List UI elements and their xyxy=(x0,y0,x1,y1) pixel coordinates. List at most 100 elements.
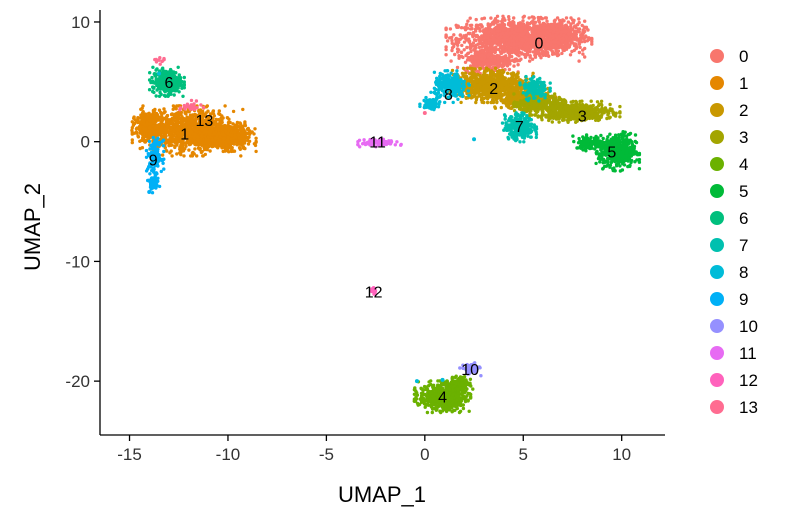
data-point xyxy=(186,117,191,121)
data-point xyxy=(444,47,448,52)
data-point xyxy=(499,32,504,36)
data-point xyxy=(481,37,485,42)
data-point xyxy=(536,18,541,23)
data-point xyxy=(483,46,487,50)
data-point xyxy=(532,16,536,20)
data-point xyxy=(452,33,456,37)
data-point xyxy=(500,74,504,78)
data-point xyxy=(496,23,500,27)
data-point xyxy=(486,23,490,27)
data-point xyxy=(467,37,471,41)
data-point xyxy=(511,71,516,76)
data-point xyxy=(484,83,488,88)
points-layer xyxy=(130,14,642,415)
data-point xyxy=(455,47,460,51)
data-point xyxy=(476,83,481,87)
data-point xyxy=(496,19,500,23)
data-point xyxy=(462,40,467,44)
data-point xyxy=(167,131,171,135)
data-point xyxy=(572,48,576,53)
data-point xyxy=(554,33,558,38)
data-point xyxy=(523,55,528,59)
data-point xyxy=(181,143,185,148)
data-point xyxy=(524,45,529,49)
data-point xyxy=(539,23,543,27)
data-point xyxy=(164,141,169,145)
data-point xyxy=(136,135,141,139)
data-point xyxy=(173,132,177,136)
data-point xyxy=(523,52,527,57)
data-point xyxy=(579,40,584,44)
data-point xyxy=(468,66,472,71)
data-point xyxy=(473,48,477,53)
data-point xyxy=(221,149,225,154)
data-point xyxy=(450,48,454,53)
data-point xyxy=(171,107,175,112)
data-point xyxy=(579,37,583,41)
data-point xyxy=(140,106,144,111)
data-point xyxy=(483,34,487,38)
data-point xyxy=(164,122,168,126)
data-point xyxy=(469,77,473,81)
data-point xyxy=(465,45,469,50)
data-point xyxy=(175,104,179,108)
data-point xyxy=(183,117,187,122)
data-point xyxy=(178,151,182,155)
data-point xyxy=(512,64,516,68)
data-point xyxy=(575,45,579,49)
data-point xyxy=(460,54,464,59)
data-point xyxy=(553,52,557,56)
data-point xyxy=(469,49,473,54)
data-point xyxy=(228,133,232,137)
data-point xyxy=(182,154,186,158)
data-point xyxy=(510,54,514,59)
data-point xyxy=(555,24,559,29)
data-point xyxy=(473,76,477,80)
data-point xyxy=(581,30,585,34)
data-point xyxy=(505,64,510,68)
data-point xyxy=(516,71,520,75)
data-point xyxy=(544,32,548,36)
data-point xyxy=(478,29,482,33)
data-point xyxy=(563,47,567,51)
data-point xyxy=(496,56,500,61)
data-point xyxy=(246,131,251,135)
data-point xyxy=(525,51,530,55)
data-point xyxy=(191,150,195,155)
data-point xyxy=(200,149,204,154)
data-point xyxy=(457,54,461,58)
data-point xyxy=(568,53,573,57)
data-point xyxy=(525,21,530,25)
data-point xyxy=(474,96,479,101)
data-point xyxy=(449,59,453,63)
data-point xyxy=(502,27,507,31)
data-point xyxy=(527,16,531,20)
data-point xyxy=(170,112,174,116)
data-point xyxy=(500,71,505,75)
data-point xyxy=(507,15,511,19)
data-point xyxy=(564,16,569,20)
data-point xyxy=(160,123,165,128)
data-point xyxy=(510,97,514,101)
data-point xyxy=(487,41,491,45)
data-point xyxy=(527,25,532,29)
data-point xyxy=(170,137,175,142)
data-point xyxy=(495,34,499,39)
data-point xyxy=(488,74,492,79)
data-point xyxy=(488,38,492,43)
data-point xyxy=(175,152,179,156)
data-point xyxy=(147,111,151,116)
data-point xyxy=(253,127,257,131)
data-point xyxy=(152,131,156,136)
data-point xyxy=(495,26,500,30)
data-point xyxy=(512,46,516,50)
data-point xyxy=(480,48,484,53)
data-point xyxy=(512,30,516,35)
data-point xyxy=(521,19,525,23)
data-point xyxy=(501,50,506,54)
data-point xyxy=(450,46,455,50)
data-point xyxy=(539,52,543,56)
data-point xyxy=(512,43,516,47)
data-point xyxy=(534,26,538,30)
data-point xyxy=(195,154,199,158)
